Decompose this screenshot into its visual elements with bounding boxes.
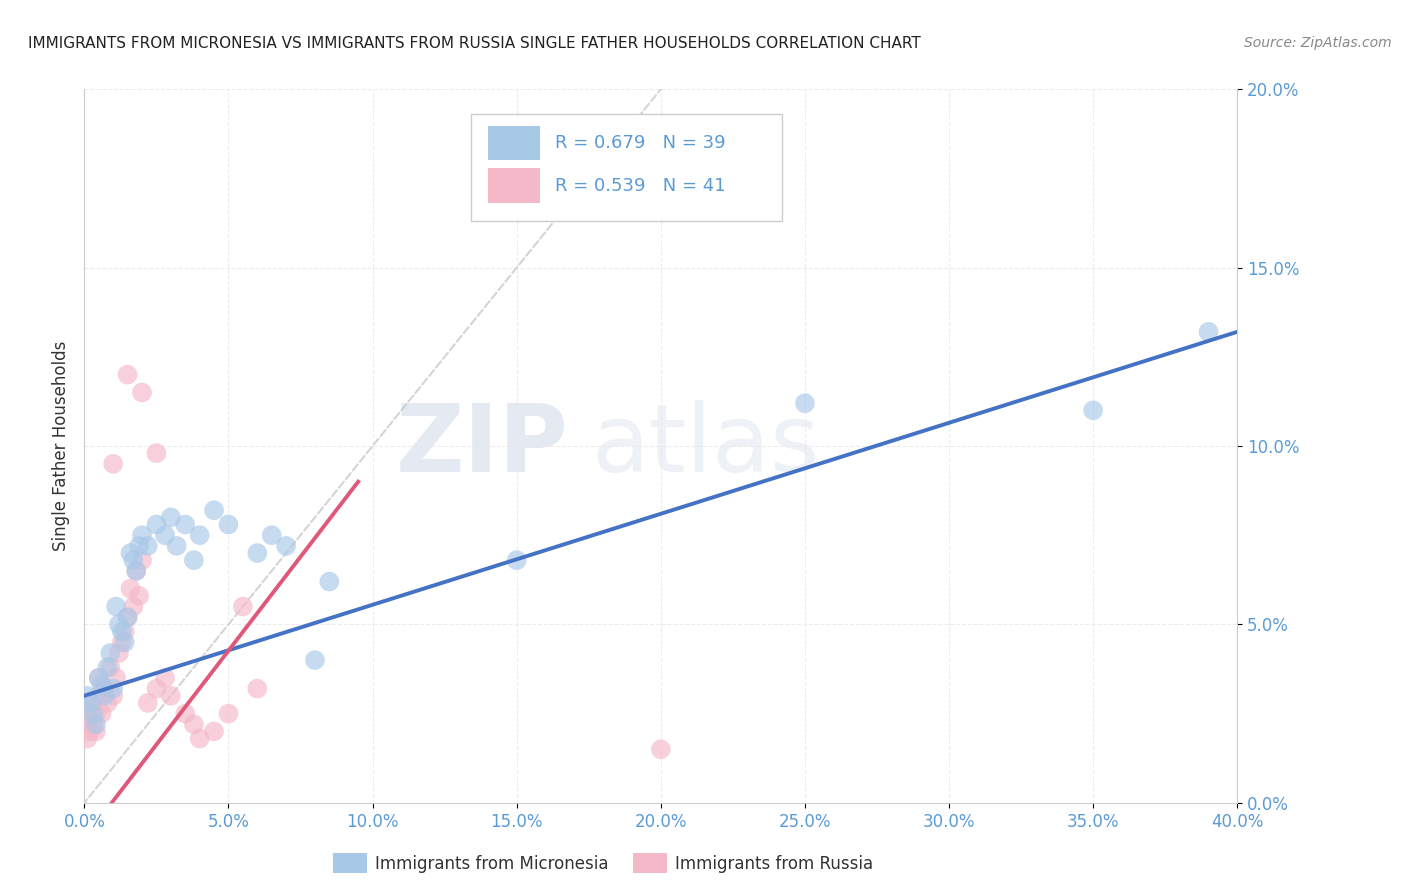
Text: R = 0.539   N = 41: R = 0.539 N = 41 [555,177,725,194]
Point [96,696,118,710]
Point [128,589,150,603]
Point [232,599,254,614]
Y-axis label: Single Father Households: Single Father Households [52,341,70,551]
Point [145,446,167,460]
Point [87,671,110,685]
Point [183,717,205,731]
Text: IMMIGRANTS FROM MICRONESIA VS IMMIGRANTS FROM RUSSIA SINGLE FATHER HOUSEHOLDS CO: IMMIGRANTS FROM MICRONESIA VS IMMIGRANTS… [28,36,921,51]
Point [174,517,197,532]
Point [79,696,101,710]
Bar [488,169,540,202]
Point [125,564,148,578]
Point [82,696,104,710]
Point [506,553,529,567]
Point [318,574,340,589]
Point [145,681,167,696]
Point [105,671,128,685]
Point [76,689,98,703]
Point [117,368,139,382]
Point [98,646,121,660]
Point [87,689,110,703]
Point [246,546,269,560]
Point [122,553,145,567]
Point [650,742,672,756]
Point [131,385,153,400]
Point [103,457,124,471]
Point [79,706,101,721]
Point [84,706,107,721]
Point [136,539,159,553]
Point [82,706,104,721]
Point [93,681,115,696]
Point [117,610,139,624]
Point [125,564,148,578]
Point [108,646,131,660]
FancyBboxPatch shape [471,114,782,221]
Point [84,717,107,731]
Point [160,510,183,524]
Point [103,689,124,703]
Point [131,553,153,567]
Point [93,689,115,703]
Point [276,539,298,553]
Point [183,553,205,567]
Point [794,396,817,410]
Point [120,582,142,596]
Point [260,528,283,542]
Point [1198,325,1220,339]
Text: atlas: atlas [592,400,820,492]
Point [166,539,188,553]
Point [76,717,98,731]
Point [105,599,128,614]
Point [96,660,118,674]
Point [128,539,150,553]
Point [188,528,211,542]
Point [202,503,225,517]
Point [1083,403,1105,417]
Point [145,517,167,532]
Point [111,624,134,639]
Point [174,706,197,721]
Point [131,528,153,542]
Point [90,678,112,692]
Point [114,635,136,649]
Point [304,653,326,667]
Text: ZIP: ZIP [395,400,568,492]
Text: R = 0.679   N = 39: R = 0.679 N = 39 [555,134,725,152]
Point [153,671,176,685]
Point [246,681,269,696]
Point [136,696,159,710]
Point [108,617,131,632]
Point [218,517,240,532]
Point [82,717,104,731]
Text: Source: ZipAtlas.com: Source: ZipAtlas.com [1244,36,1392,50]
Point [188,731,211,746]
Point [84,724,107,739]
Point [153,528,176,542]
Point [103,681,124,696]
Point [114,624,136,639]
Point [90,706,112,721]
Legend: Immigrants from Micronesia, Immigrants from Russia: Immigrants from Micronesia, Immigrants f… [326,847,880,880]
Point [117,610,139,624]
Point [218,706,240,721]
Point [122,599,145,614]
Point [87,671,110,685]
Point [111,635,134,649]
Point [202,724,225,739]
Bar [488,126,540,160]
Point [98,660,121,674]
Point [79,724,101,739]
Point [160,689,183,703]
Point [120,546,142,560]
Point [76,731,98,746]
